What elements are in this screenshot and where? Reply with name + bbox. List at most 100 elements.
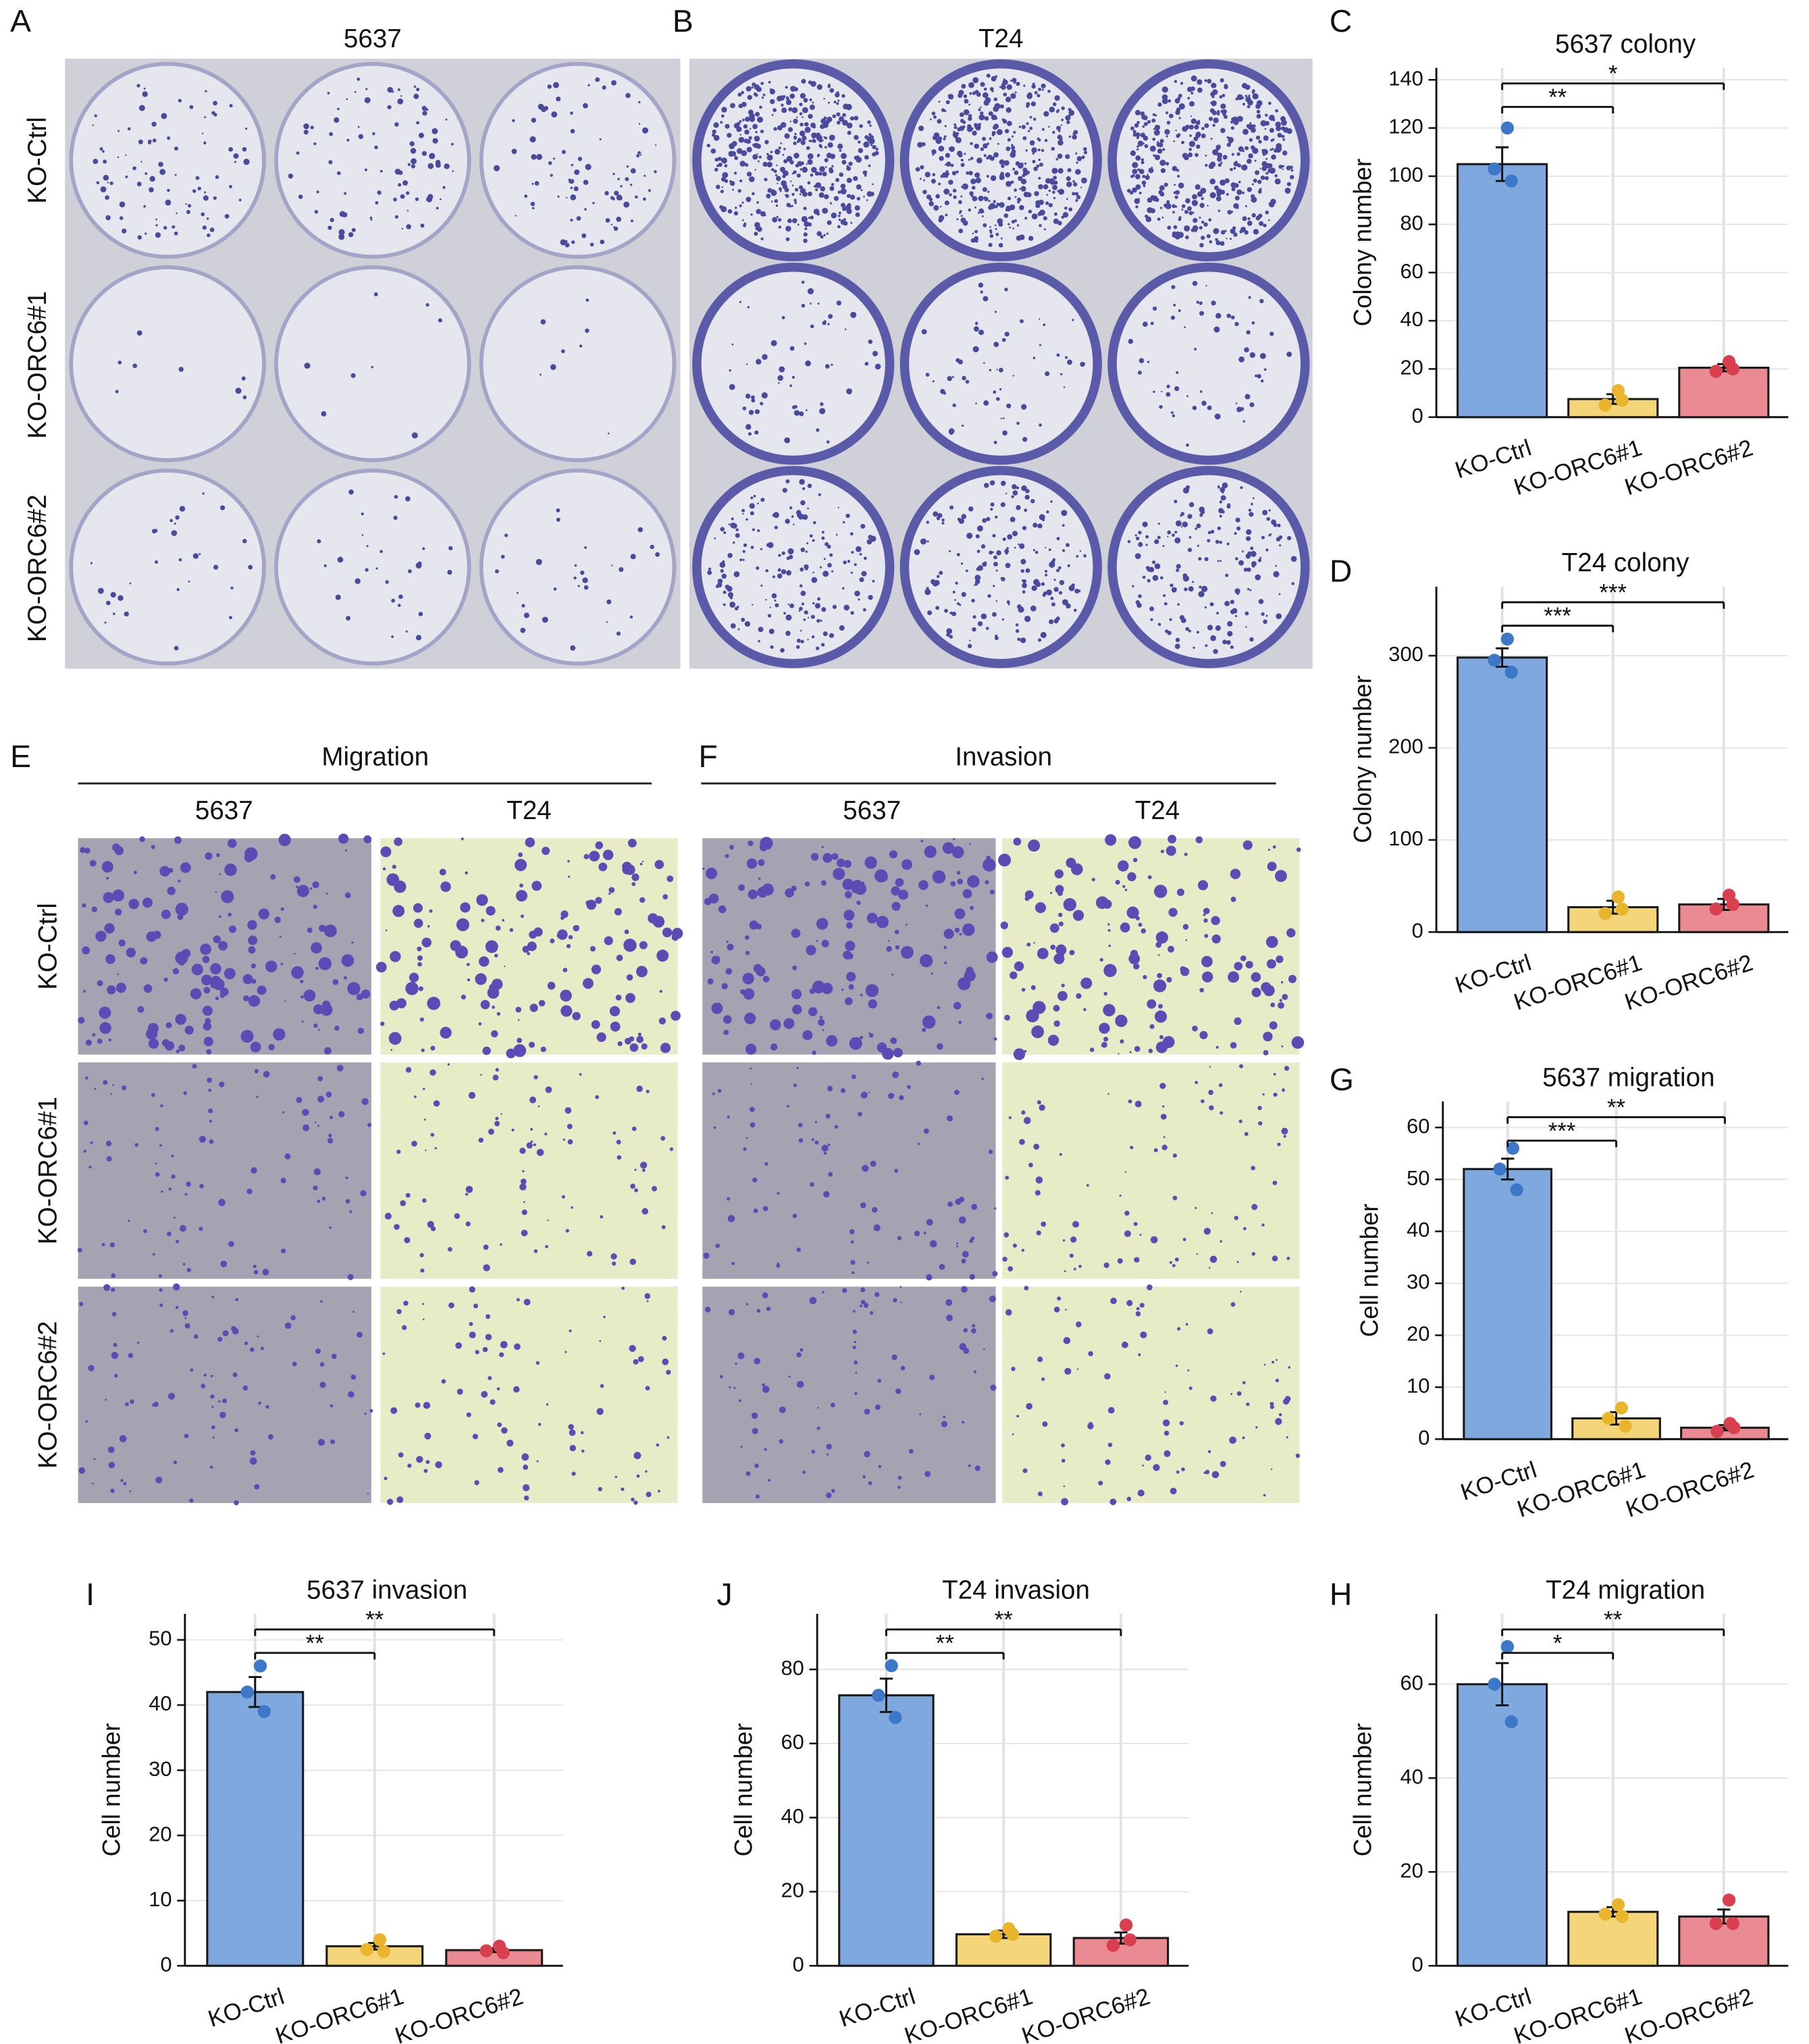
stain-speck xyxy=(1076,156,1082,161)
stain-speck xyxy=(1016,235,1022,241)
stain-speck xyxy=(84,847,90,854)
stain-speck xyxy=(432,138,438,144)
stain-speck xyxy=(1222,482,1228,489)
stain-speck xyxy=(1198,556,1202,561)
stain-speck xyxy=(750,1122,756,1128)
stain-speck xyxy=(1188,140,1196,147)
stain-speck xyxy=(1014,188,1018,192)
stain-speck xyxy=(173,1216,176,1219)
stain-speck xyxy=(115,908,122,916)
stain-speck xyxy=(1259,167,1261,169)
stain-speck xyxy=(972,77,979,84)
stain-speck xyxy=(1134,1101,1142,1107)
stain-speck xyxy=(1175,637,1180,642)
y-tick-label: 50 xyxy=(149,1627,172,1650)
stain-speck xyxy=(1028,130,1030,132)
stain-speck xyxy=(994,103,1001,109)
stain-speck xyxy=(159,1288,163,1292)
stain-speck xyxy=(611,80,617,86)
stain-speck xyxy=(1174,80,1178,83)
stain-speck xyxy=(748,432,752,436)
stain-speck xyxy=(1041,128,1045,131)
stain-speck xyxy=(943,135,947,138)
stain-speck xyxy=(807,181,811,185)
stain-speck xyxy=(1016,82,1020,86)
stain-speck xyxy=(636,1085,643,1093)
stain-speck xyxy=(1025,149,1028,152)
stain-speck xyxy=(313,1004,323,1015)
stain-speck xyxy=(155,1126,159,1131)
stain-speck xyxy=(799,103,803,107)
stain-speck xyxy=(331,1353,337,1359)
stain-speck xyxy=(175,902,188,916)
stain-speck xyxy=(836,300,842,306)
stain-speck xyxy=(542,847,550,856)
stain-speck xyxy=(529,1041,535,1048)
stain-speck xyxy=(465,1221,471,1227)
stain-speck xyxy=(1043,228,1046,231)
stain-speck xyxy=(148,1038,159,1049)
stain-speck xyxy=(715,1243,720,1249)
panel-title: T24 xyxy=(978,24,1024,53)
stain-speck xyxy=(961,514,967,519)
stain-speck xyxy=(829,553,833,557)
stain-speck xyxy=(637,1356,644,1363)
stain-speck xyxy=(210,1374,213,1378)
transwell-photo xyxy=(1002,838,1300,1055)
stain-speck xyxy=(992,612,997,617)
stain-speck xyxy=(608,432,610,435)
stain-speck xyxy=(897,1475,902,1480)
stain-speck xyxy=(1180,525,1183,528)
stain-speck xyxy=(241,376,246,381)
stain-speck xyxy=(1065,356,1068,359)
stain-speck xyxy=(980,106,982,109)
stain-speck xyxy=(797,161,803,167)
stain-speck xyxy=(1135,600,1141,605)
stain-speck xyxy=(581,1449,585,1453)
stain-speck xyxy=(737,628,740,631)
stain-speck xyxy=(516,592,519,594)
stain-speck xyxy=(1038,184,1043,190)
stain-speck xyxy=(1021,987,1026,992)
stain-speck xyxy=(810,853,819,861)
stain-speck xyxy=(192,1064,197,1069)
stain-speck xyxy=(952,188,957,193)
stain-speck xyxy=(1180,515,1182,517)
significance-label: ** xyxy=(365,1608,384,1633)
stain-speck xyxy=(870,1160,876,1167)
stain-speck xyxy=(448,1302,454,1309)
stain-speck xyxy=(585,900,590,906)
stain-speck xyxy=(1204,79,1207,82)
stain-speck xyxy=(1230,1302,1236,1307)
stain-speck xyxy=(97,587,104,594)
stain-speck xyxy=(980,613,987,620)
stain-speck xyxy=(311,942,322,954)
stain-speck xyxy=(823,320,827,323)
stain-speck xyxy=(569,1429,576,1436)
stain-speck xyxy=(1227,209,1232,215)
stain-speck xyxy=(942,172,948,178)
stain-speck xyxy=(995,569,998,572)
stain-speck xyxy=(648,913,658,924)
stain-speck xyxy=(584,208,587,211)
stain-speck xyxy=(167,188,170,192)
panel-letter: F xyxy=(698,739,717,774)
stain-speck xyxy=(750,511,754,516)
stain-speck xyxy=(456,918,470,932)
stain-speck xyxy=(753,1208,758,1213)
stain-speck xyxy=(866,136,872,142)
stain-speck xyxy=(621,1286,625,1290)
stain-speck xyxy=(165,199,172,206)
stain-speck xyxy=(989,889,995,895)
stain-speck xyxy=(345,1199,350,1204)
stain-speck xyxy=(1290,556,1297,562)
stain-speck xyxy=(707,978,714,985)
stain-speck xyxy=(248,935,258,945)
stain-speck xyxy=(1176,564,1181,569)
stain-speck xyxy=(916,1060,922,1066)
stain-speck xyxy=(962,183,968,190)
stain-speck xyxy=(1163,1399,1169,1405)
stain-speck xyxy=(983,100,989,106)
stain-speck xyxy=(999,86,1001,88)
stain-speck xyxy=(982,518,987,523)
